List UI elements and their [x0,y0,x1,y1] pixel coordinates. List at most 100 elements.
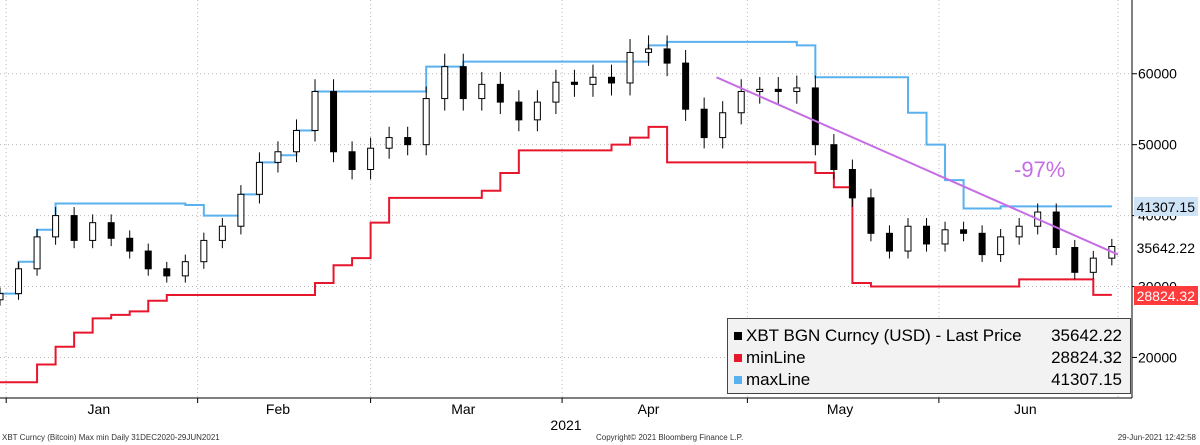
footer-copyright: Copyright© 2021 Bloomberg Finance L.P. [596,433,744,442]
candle [292,119,300,163]
candle-body [237,193,245,227]
candle [570,69,578,97]
candle [774,77,782,104]
candle [1015,218,1023,245]
legend-value: 28824.32 [1051,348,1122,367]
candle [885,225,893,259]
candle-body [700,108,708,139]
candle [126,230,134,259]
last-value-tag: 35642.22 [1134,237,1198,257]
legend-item-minline: minLine 28824.32 [734,347,1124,369]
y-tick-label: 50000 [1138,137,1177,153]
last-value-tag: 28824.32 [1134,285,1198,305]
candle-body [682,62,690,110]
candle-body [367,147,375,170]
candle-body [70,215,78,241]
candle [478,71,486,111]
x-tick-label: Jan [88,401,111,417]
trendline [716,76,1119,256]
legend-label: XBT BGN Curncy (USD) - Last Price [746,326,1022,345]
candle [700,97,708,149]
candle-body [570,81,578,85]
candle [218,218,226,249]
legend-value: 35642.22 [1051,326,1122,345]
candle-body [533,101,541,121]
candle-body [292,129,300,153]
candle-body [478,83,486,100]
candle [163,261,171,283]
candle-body [348,151,356,170]
candle-body [552,81,560,103]
candle-body [663,48,671,64]
candle [459,53,467,111]
candle-body [1089,257,1097,273]
candle [960,221,968,242]
candle-body [496,83,504,103]
candle [1052,203,1060,256]
candle [515,90,523,132]
candle-body [311,90,319,131]
candle-body [608,76,616,84]
candle-body [89,222,97,241]
legend-item-last-price: XBT BGN Curncy (USD) - Last Price 35642.… [734,325,1124,347]
candle [237,185,245,235]
legend: XBT BGN Curncy (USD) - Last Price 35642.… [727,318,1131,394]
candle [626,39,634,96]
maxline-path [0,40,1112,295]
candle-body [107,222,115,239]
candle-body [737,90,745,114]
candle [589,64,597,97]
candle-body [904,225,912,252]
candle-body [404,137,412,146]
candle [348,141,356,180]
x-tick-label: May [827,401,853,417]
candle [0,287,4,306]
candle [385,126,393,159]
candle-body [330,90,338,153]
candle [52,207,60,245]
legend-swatch [734,354,742,362]
candle-body [941,229,949,245]
annotation-label: -97% [1014,157,1065,182]
candle [737,79,745,125]
series-last-price [0,35,1116,306]
axis-frame [0,0,1133,399]
candle-body [422,98,430,146]
x-tick-label: Jun [1014,401,1037,417]
candle-body [885,232,893,252]
candle [1071,239,1079,280]
footer-source: XBT Curncy (Bitcoin) Max min Daily 31DEC… [2,433,220,442]
candle-body [793,87,801,92]
candle [255,152,263,204]
legend-item-maxline: maxLine 41307.15 [734,369,1124,391]
candle [496,71,504,115]
candle-body [200,239,208,263]
candle-body [719,112,727,139]
candle-body [126,237,134,252]
candle [867,188,875,242]
candle-body [645,48,653,53]
candle [33,228,41,276]
candle-body [459,66,467,100]
candle [330,79,338,163]
candle [756,77,764,104]
candle-body [144,250,152,270]
candle [89,214,97,249]
candle-body [1071,247,1079,273]
candle-body [441,66,449,100]
candle-body [181,261,189,277]
candle [441,53,449,111]
candle-body [1015,225,1023,238]
candle [793,75,801,104]
candle [367,137,375,180]
minline-path [0,125,1112,384]
series-maxline [0,40,1112,295]
candle-body [15,268,23,295]
candle [923,218,931,252]
legend-swatch [734,332,742,340]
legend-swatch [734,376,742,384]
candle [200,232,208,269]
candle-body [997,236,1005,256]
candle [1089,250,1097,280]
candle-body [255,161,263,195]
